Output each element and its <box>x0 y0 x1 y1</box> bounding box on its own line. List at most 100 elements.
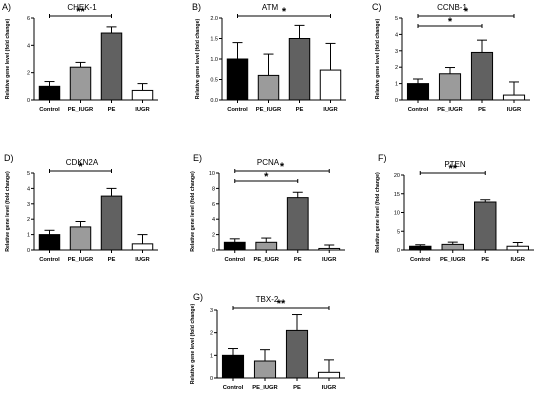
y-tick-label: 0 <box>397 248 400 254</box>
bar-pe <box>100 195 123 251</box>
x-tick-label: IUGR <box>135 257 150 263</box>
y-tick-label: 2 <box>210 331 213 337</box>
x-tick-label: PE <box>294 257 302 263</box>
bar-pe-iugr <box>253 360 277 379</box>
bar-pe-iugr <box>69 226 92 251</box>
bar-pe <box>286 197 309 251</box>
y-tick-label: 6 <box>212 202 215 208</box>
bar-pe <box>474 201 497 251</box>
bar-iugr <box>131 89 154 101</box>
bar-iugr <box>318 247 341 251</box>
chart-title: ATM <box>262 3 279 12</box>
y-tick-label: 0 <box>212 248 215 254</box>
y-tick-label: 4 <box>212 217 215 223</box>
y-axis-label: Relative gene level (fold change) <box>195 19 201 100</box>
x-tick-label: IUGR <box>511 257 526 263</box>
y-tick-label: 2 <box>27 217 30 223</box>
x-tick-label: PE <box>296 107 304 113</box>
chart-panel-e: E) PCNA Relative gene level (fold change) 0… <box>190 153 345 263</box>
chart-panel-a: A) CHEK-1 Relative gene level (fold change… <box>2 2 158 113</box>
y-axis-label: Relative gene level (fold change) <box>375 172 381 253</box>
bar-control <box>226 58 249 101</box>
y-tick-label: 0 <box>27 98 30 104</box>
bar-control <box>38 234 61 251</box>
y-axis-label: Relative gene level (fold change) <box>5 171 11 252</box>
y-tick-label: 2.0 <box>210 16 218 22</box>
x-tick-label: Control <box>224 257 245 263</box>
chart-panel-g: G) TBX-2 Relative gene level (fold change)… <box>190 292 345 391</box>
chart-title: PTEN <box>444 160 466 169</box>
bar-pe-iugr <box>441 243 464 251</box>
y-tick-label: 0 <box>210 376 213 382</box>
x-tick-label: PE <box>293 385 301 391</box>
y-tick-label: 2 <box>212 233 215 239</box>
y-tick-label: 3 <box>210 308 213 314</box>
y-tick-label: 15 <box>394 192 400 198</box>
x-tick-label: PE <box>108 257 116 263</box>
panel-label: F) <box>378 153 387 163</box>
x-tick-label: IUGR <box>507 107 522 113</box>
panel-label: C) <box>372 2 382 12</box>
x-tick-label: IUGR <box>322 257 337 263</box>
y-tick-label: 1.5 <box>210 37 218 43</box>
significance-stars: * <box>448 16 453 28</box>
bar-pe-iugr <box>438 73 462 101</box>
x-tick-label: Control <box>39 107 60 113</box>
x-tick-label: PE_IUGR <box>256 107 282 113</box>
x-tick-label: PE <box>478 107 486 113</box>
bar-pe <box>100 32 123 101</box>
x-tick-label: IUGR <box>323 107 338 113</box>
y-axis-label: Relative gene level (fold change) <box>190 304 196 385</box>
x-tick-label: Control <box>408 107 429 113</box>
chart-panel-d: D) CDKN2A Relative gene level (fold change… <box>4 153 158 263</box>
significance-stars: * <box>464 6 469 18</box>
y-tick-label: 5 <box>395 16 398 22</box>
bar-control <box>38 85 61 101</box>
y-tick-label: 0.0 <box>210 98 218 104</box>
significance-stars: ** <box>76 6 85 18</box>
chart-title: CCNB-1 <box>437 3 467 12</box>
significance-stars: * <box>78 161 83 173</box>
bar-iugr <box>319 69 342 101</box>
y-tick-label: 5 <box>27 171 30 177</box>
chart-panel-b: B) ATM Relative gene level (fold change) 0.… <box>192 2 346 113</box>
x-tick-label: PE_IUGR <box>68 257 94 263</box>
y-tick-label: 6 <box>27 16 30 22</box>
chart-title: PCNA <box>257 158 280 167</box>
y-tick-label: 0 <box>395 98 398 104</box>
bar-pe <box>288 38 311 101</box>
bar-control <box>221 354 245 379</box>
panel-label: D) <box>4 153 14 163</box>
y-tick-label: 1 <box>210 353 213 359</box>
y-tick-label: 20 <box>394 173 400 179</box>
bar-iugr <box>317 371 341 379</box>
x-tick-label: PE_IUGR <box>68 107 94 113</box>
chart-panel-f: F) PTEN Relative gene level (fold change) 0… <box>375 153 534 263</box>
significance-stars: * <box>282 6 287 18</box>
bar-pe-iugr <box>69 66 92 101</box>
y-tick-label: 1 <box>395 82 398 88</box>
bar-pe-iugr <box>255 241 278 251</box>
panel-label: G) <box>193 292 203 302</box>
significance-stars: ** <box>277 298 286 310</box>
significance-stars: * <box>264 171 269 183</box>
x-tick-label: PE_IUGR <box>254 257 280 263</box>
bar-control <box>406 83 430 101</box>
bar-iugr <box>502 94 526 101</box>
x-tick-label: Control <box>410 257 431 263</box>
y-tick-label: 2 <box>395 65 398 71</box>
x-tick-label: PE_IUGR <box>252 385 278 391</box>
y-tick-label: 4 <box>27 186 30 192</box>
significance-stars: * <box>280 161 285 173</box>
panel-label: A) <box>2 2 11 12</box>
y-axis-label: Relative gene level (fold change) <box>190 171 196 252</box>
x-tick-label: IUGR <box>322 385 337 391</box>
bar-control <box>223 241 246 251</box>
significance-stars: ** <box>448 163 457 175</box>
x-tick-label: PE_IUGR <box>437 107 463 113</box>
x-tick-label: PE <box>108 107 116 113</box>
y-axis-label: Relative gene level (fold change) <box>375 19 381 100</box>
x-tick-label: Control <box>227 107 248 113</box>
y-tick-label: 1 <box>27 233 30 239</box>
